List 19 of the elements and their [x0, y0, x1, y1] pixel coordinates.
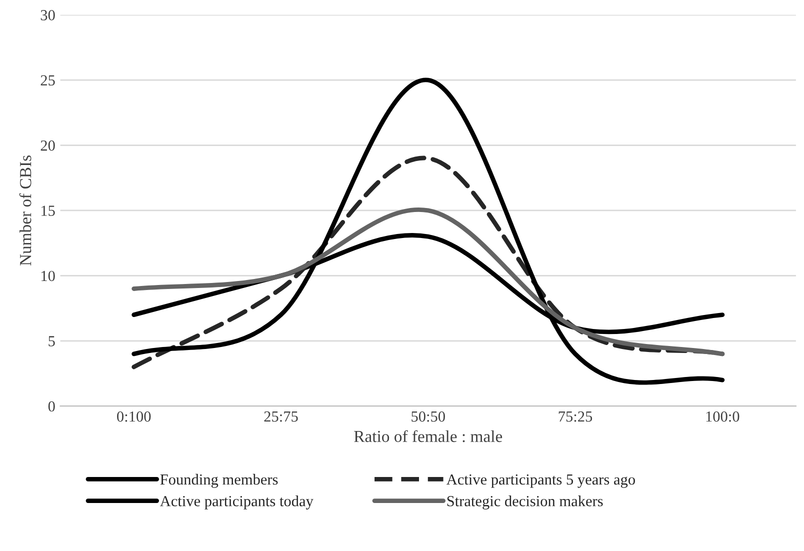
x-tick-label: 50:50 [412, 411, 445, 422]
legend-label: Founding members [160, 474, 278, 488]
y-tick-label: 0 [48, 401, 55, 412]
line-series [132, 208, 725, 356]
y-tick-label: 20 [40, 140, 55, 151]
legend-label: Strategic decision makers [447, 496, 603, 510]
y-tick-label: 15 [42, 206, 55, 216]
y-tick-label: 10 [42, 270, 55, 282]
y-tick-label: 30 [40, 10, 55, 20]
x-tick-label: 75:25 [558, 411, 592, 422]
legend-label: Active participants 5 years ago [446, 474, 635, 488]
y-axis-title: Number of CBIs [19, 156, 32, 266]
x-tick-label: 25:75 [264, 411, 298, 422]
y-tick-label: 5 [48, 336, 55, 346]
x-tick-label: 0:100 [117, 411, 151, 422]
y-tick-label: 25 [40, 75, 55, 86]
legend-label: Active participants today [160, 496, 314, 510]
x-tick-label: 100:0 [706, 411, 740, 422]
x-axis-title: Ratio of female : male [354, 430, 502, 442]
